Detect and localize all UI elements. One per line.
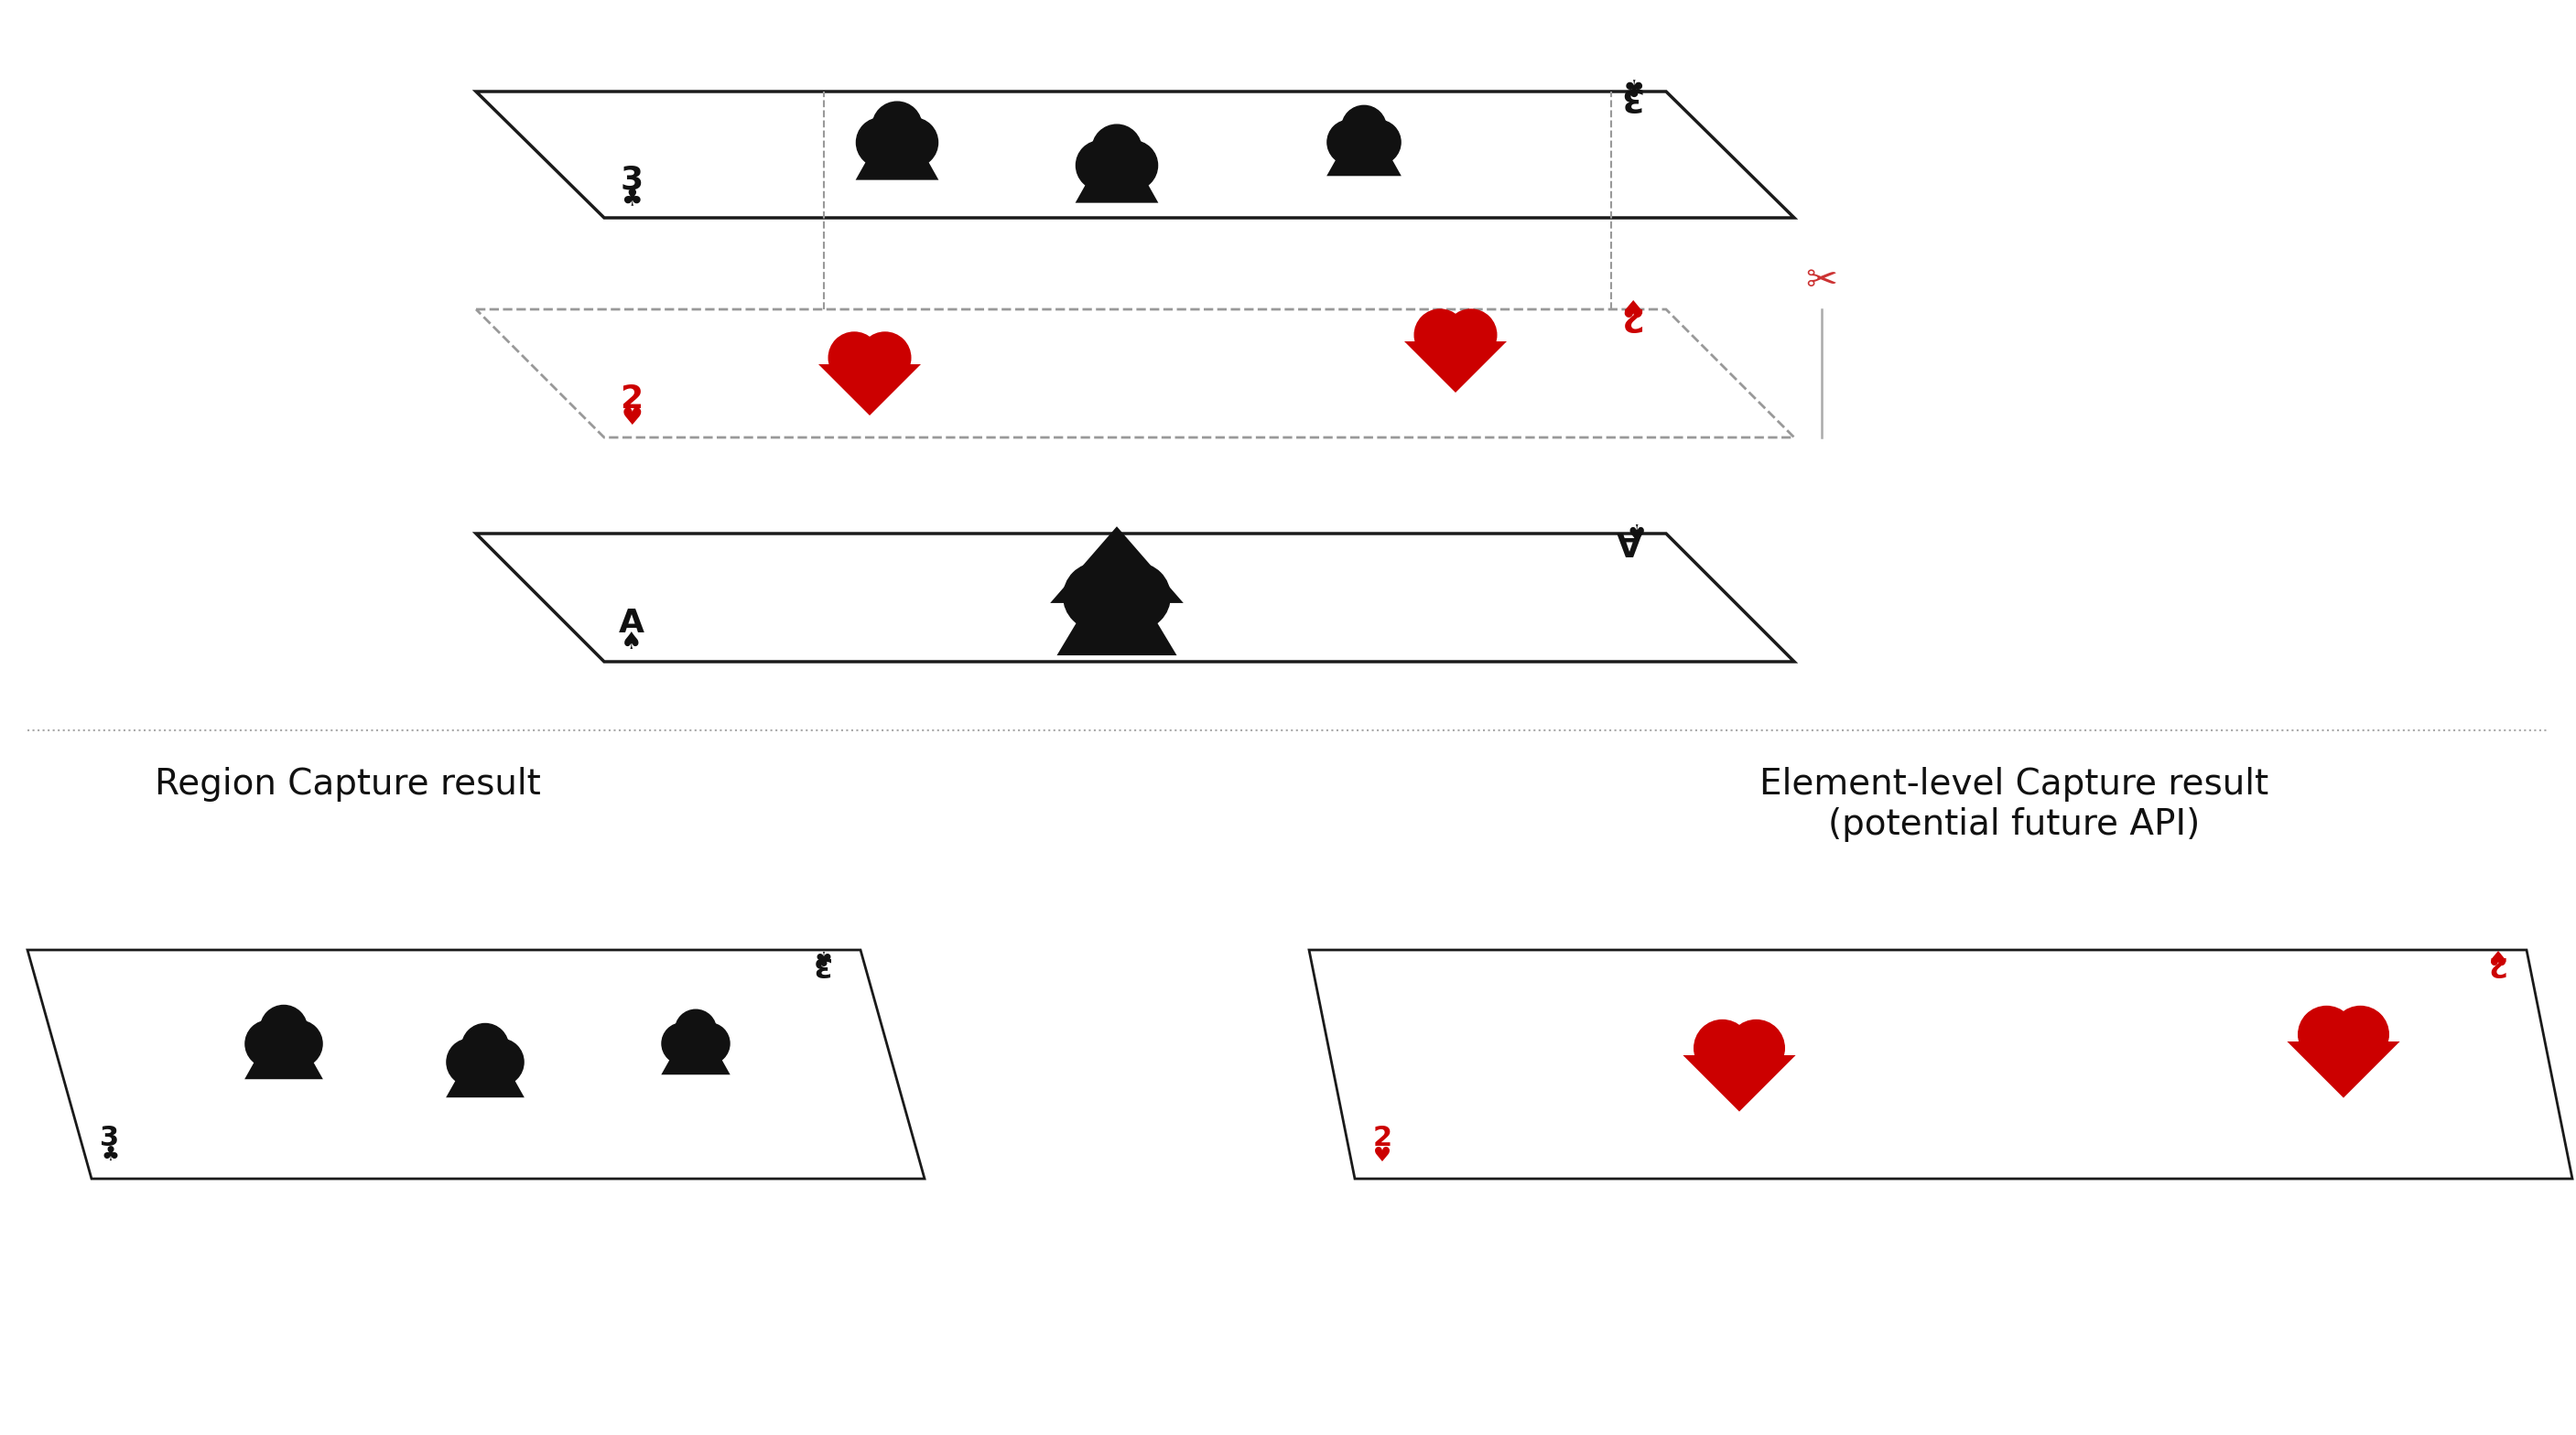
- Circle shape: [662, 1023, 703, 1065]
- Text: ♥: ♥: [1618, 293, 1641, 317]
- Text: Element-level Capture result
(potential future API): Element-level Capture result (potential …: [1759, 766, 2269, 842]
- Circle shape: [1327, 121, 1373, 165]
- Polygon shape: [1056, 620, 1177, 656]
- Circle shape: [1092, 125, 1141, 174]
- Polygon shape: [446, 1072, 526, 1098]
- Circle shape: [2298, 1006, 2354, 1062]
- Circle shape: [829, 333, 881, 383]
- Circle shape: [1342, 106, 1386, 151]
- Polygon shape: [28, 950, 925, 1178]
- Circle shape: [1695, 1020, 1752, 1076]
- Polygon shape: [245, 1055, 322, 1079]
- Polygon shape: [2287, 1042, 2401, 1098]
- Text: A: A: [1618, 525, 1643, 557]
- Circle shape: [855, 118, 907, 168]
- Circle shape: [1445, 310, 1497, 360]
- Circle shape: [2331, 1006, 2388, 1062]
- Circle shape: [688, 1023, 729, 1065]
- Text: 2: 2: [621, 383, 644, 415]
- Text: ♠: ♠: [1618, 517, 1641, 541]
- Text: ♥: ♥: [2486, 946, 2504, 964]
- Polygon shape: [1404, 342, 1507, 393]
- Text: ♠: ♠: [621, 631, 641, 654]
- Text: 2: 2: [2486, 951, 2504, 977]
- Polygon shape: [477, 534, 1795, 662]
- Circle shape: [477, 1039, 523, 1085]
- Text: 3: 3: [621, 164, 644, 195]
- Text: ♥: ♥: [1373, 1147, 1391, 1165]
- Polygon shape: [477, 310, 1795, 438]
- Circle shape: [1077, 141, 1126, 189]
- Polygon shape: [855, 154, 938, 179]
- Circle shape: [1728, 1020, 1785, 1076]
- Circle shape: [1108, 141, 1157, 189]
- Text: 3: 3: [1618, 82, 1641, 112]
- Text: 2: 2: [1618, 301, 1641, 333]
- Polygon shape: [477, 92, 1795, 218]
- Text: ✂: ✂: [1806, 261, 1837, 300]
- Polygon shape: [819, 364, 920, 416]
- Text: ♥: ♥: [621, 406, 641, 430]
- Polygon shape: [662, 1053, 729, 1075]
- Polygon shape: [1682, 1055, 1795, 1112]
- Text: Region Capture result: Region Capture result: [155, 766, 541, 802]
- Polygon shape: [1074, 177, 1159, 202]
- Polygon shape: [1051, 527, 1182, 603]
- Text: ♣: ♣: [100, 1147, 118, 1165]
- Circle shape: [1355, 121, 1401, 165]
- Circle shape: [675, 1010, 716, 1050]
- Circle shape: [889, 118, 938, 168]
- Polygon shape: [1309, 950, 2573, 1178]
- Text: ♣: ♣: [809, 946, 829, 964]
- Text: 2: 2: [1373, 1125, 1391, 1151]
- Circle shape: [245, 1020, 291, 1068]
- Circle shape: [260, 1006, 307, 1052]
- Circle shape: [1414, 310, 1466, 360]
- Text: ♣: ♣: [621, 187, 641, 211]
- Circle shape: [1103, 563, 1170, 630]
- Text: 3: 3: [100, 1125, 118, 1151]
- Text: ♣: ♣: [1618, 73, 1641, 98]
- Circle shape: [860, 333, 912, 383]
- Circle shape: [461, 1023, 507, 1071]
- Text: 3: 3: [809, 951, 829, 977]
- Circle shape: [276, 1020, 322, 1068]
- Circle shape: [1064, 563, 1131, 630]
- Circle shape: [446, 1039, 495, 1085]
- Circle shape: [873, 102, 922, 151]
- Polygon shape: [1327, 152, 1401, 177]
- Text: A: A: [618, 607, 644, 639]
